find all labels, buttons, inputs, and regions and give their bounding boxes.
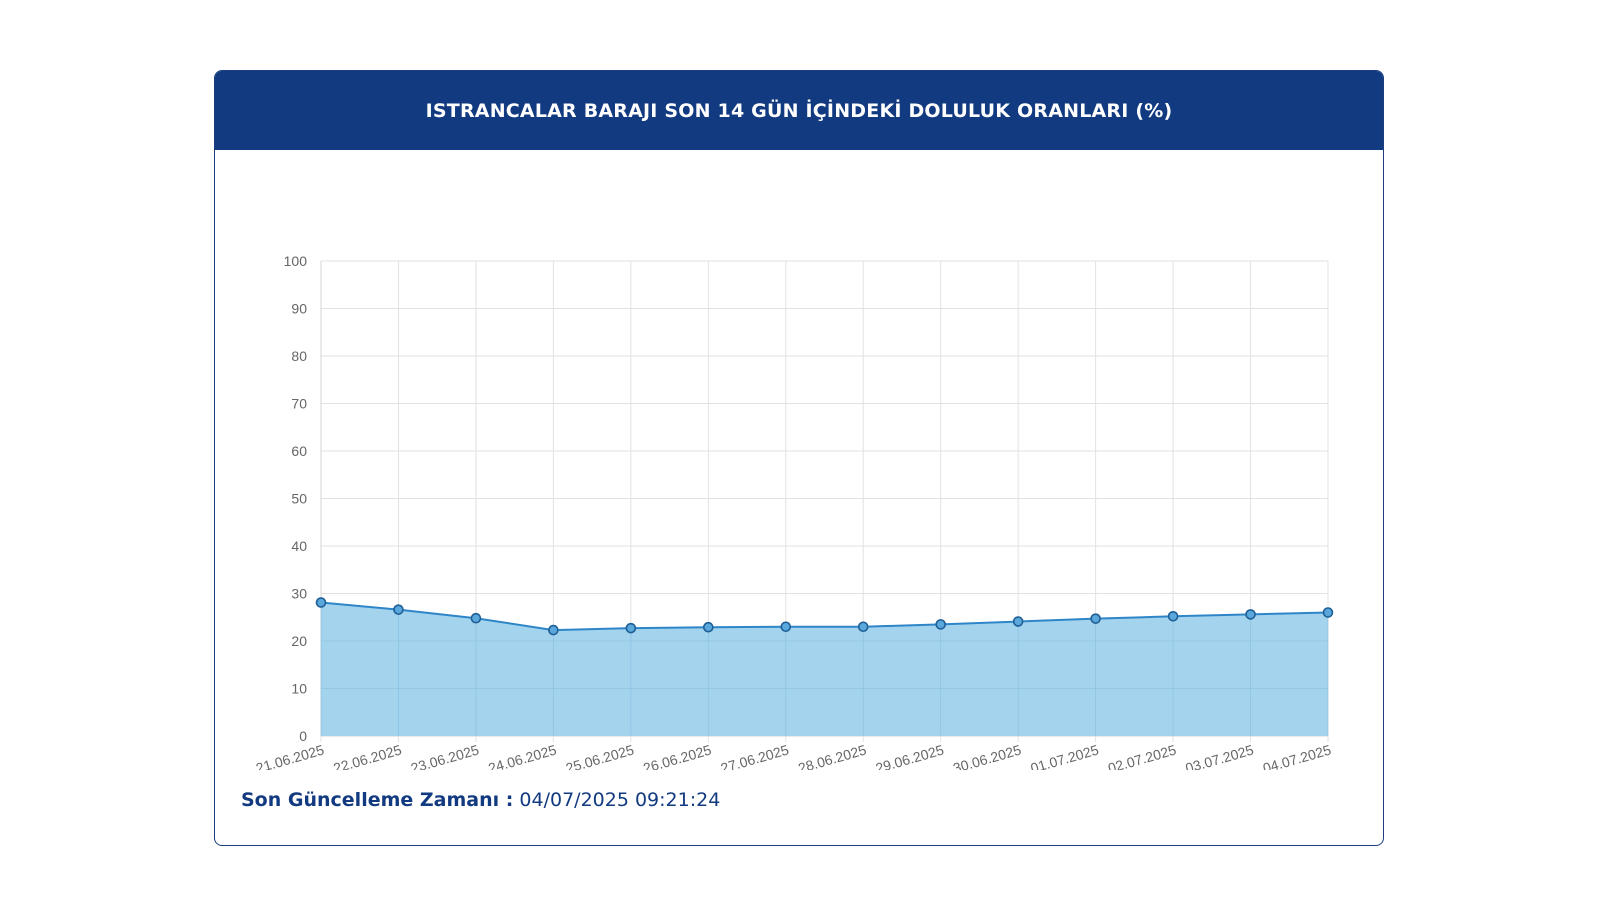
data-point (548, 624, 559, 636)
x-tick-label: 30.06.2025 (951, 741, 1023, 770)
last-update: Son Güncelleme Zamanı : 04/07/2025 09:21… (241, 789, 720, 811)
x-tick-label: 29.06.2025 (874, 741, 946, 770)
last-update-label: Son Güncelleme Zamanı : (241, 789, 514, 811)
data-point (703, 621, 714, 633)
y-tick-label: 10 (291, 681, 307, 697)
y-tick-label: 90 (291, 301, 307, 317)
y-tick-label: 40 (291, 538, 307, 554)
y-tick-label: 20 (291, 633, 307, 649)
data-point (1322, 607, 1334, 618)
x-tick-label: 28.06.2025 (796, 741, 868, 770)
chart-card: ISTRANCALAR BARAJI SON 14 GÜN İÇİNDEKİ D… (214, 70, 1384, 846)
y-tick-label: 0 (299, 728, 307, 744)
data-point (1012, 616, 1024, 627)
y-tick-label: 50 (291, 491, 307, 507)
data-point (780, 621, 792, 633)
y-tick-label: 80 (291, 348, 307, 364)
data-point (935, 619, 946, 630)
data-point (393, 604, 404, 615)
x-tick-label: 24.06.2025 (486, 741, 558, 770)
data-point (625, 622, 637, 634)
data-point (470, 612, 482, 624)
data-point (857, 621, 869, 633)
last-update-value: 04/07/2025 09:21:24 (519, 789, 721, 811)
chart-area: 0 10 20 30 40 50 60 70 80 90 100 21.06.2025 22.06.20… (215, 150, 1383, 770)
x-tick-label: 04.07.2025 (1261, 741, 1333, 770)
x-tick-label: 23.06.2025 (409, 741, 481, 770)
data-point (1090, 613, 1101, 624)
x-tick-label: 27.06.2025 (719, 741, 791, 770)
y-tick-label: 60 (291, 443, 307, 459)
series-line (320, 601, 1329, 632)
area-chart: 0 10 20 30 40 50 60 70 80 90 100 21.06.2025 22.06.20… (254, 253, 1334, 770)
x-tick-label: 02.07.2025 (1106, 741, 1178, 770)
y-tick-label: 70 (291, 396, 307, 412)
y-tick-label: 100 (284, 253, 308, 269)
y-tick-label: 30 (291, 586, 307, 602)
card-header: ISTRANCALAR BARAJI SON 14 GÜN İÇİNDEKİ D… (215, 71, 1383, 150)
data-point (315, 597, 327, 608)
x-tick-label: 26.06.2025 (641, 741, 713, 770)
x-tick-label: 22.06.2025 (332, 741, 404, 770)
x-tick-label: 03.07.2025 (1184, 741, 1256, 770)
x-tick-label: 25.06.2025 (564, 741, 636, 770)
x-tick-label: 01.07.2025 (1029, 741, 1101, 770)
chart-title: ISTRANCALAR BARAJI SON 14 GÜN İÇİNDEKİ D… (425, 99, 1173, 122)
data-point (1167, 610, 1179, 622)
series-area-fill (321, 602, 1328, 736)
x-tick-label: 21.06.2025 (254, 741, 326, 770)
data-point (1245, 609, 1256, 620)
